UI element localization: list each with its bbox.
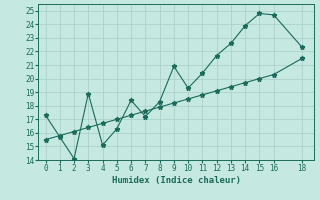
X-axis label: Humidex (Indice chaleur): Humidex (Indice chaleur): [111, 176, 241, 185]
